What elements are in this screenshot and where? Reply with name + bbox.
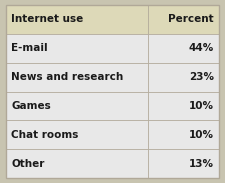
Text: 10%: 10% [189,101,214,111]
Bar [6,92,148,120]
Text: Games: Games [11,101,51,111]
Bar [6,63,148,92]
Bar [148,92,219,120]
Bar [148,149,219,178]
Bar [148,63,219,92]
Bar [6,34,148,63]
Bar [6,120,148,149]
Text: 44%: 44% [189,43,214,53]
Bar [6,149,148,178]
Text: E-mail: E-mail [11,43,48,53]
Bar [6,5,148,34]
Text: Internet use: Internet use [11,14,83,24]
Text: 23%: 23% [189,72,214,82]
Bar [148,5,219,34]
Text: Percent: Percent [168,14,214,24]
Text: Chat rooms: Chat rooms [11,130,78,140]
Text: 10%: 10% [189,130,214,140]
Text: Other: Other [11,159,44,169]
Bar [148,120,219,149]
Bar [148,34,219,63]
Text: News and research: News and research [11,72,123,82]
Text: 13%: 13% [189,159,214,169]
